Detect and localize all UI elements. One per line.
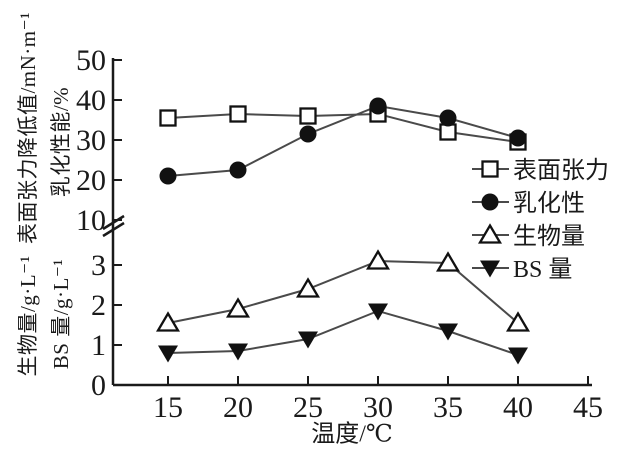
data-point-marker — [295, 277, 321, 298]
data-point-marker — [435, 251, 461, 272]
y-axis-label-bottom-outer: 生物量/g·L⁻¹ — [16, 255, 40, 377]
x-tick-label: 20 — [223, 391, 253, 424]
legend-marker-icon — [480, 260, 500, 278]
x-tick-label: 30 — [363, 391, 393, 424]
y-tick-label-top: 50 — [76, 44, 106, 77]
data-point-marker — [229, 161, 247, 179]
data-point-marker — [439, 109, 457, 127]
data-point-marker — [299, 125, 317, 143]
x-axis-label: 温度/℃ — [311, 421, 393, 448]
x-tick-label: 35 — [433, 391, 463, 424]
legend-marker-icon — [481, 193, 499, 211]
data-point-marker — [225, 297, 251, 318]
data-point-marker — [438, 323, 458, 341]
x-tick-label: 45 — [573, 391, 603, 424]
data-point-marker — [439, 123, 457, 141]
series-line — [167, 309, 519, 356]
data-point-marker — [159, 109, 177, 127]
y-axis-label-top-outer: 表面张力降低值/mN·m⁻¹ — [16, 11, 40, 245]
legend-marker-icon — [481, 160, 499, 178]
data-point-marker — [228, 343, 248, 361]
data-point-marker — [508, 347, 528, 365]
y-axis-label-top-inner: 乳化性能/% — [49, 86, 73, 198]
data-point-marker — [229, 105, 247, 123]
data-point-marker — [299, 107, 317, 125]
x-tick-label: 15 — [153, 391, 183, 424]
x-tick-label: 25 — [293, 391, 323, 424]
axis-break-icon — [102, 214, 125, 231]
y-axis-label-bottom-inner: BS 量/g·L⁻¹ — [49, 258, 73, 370]
data-point-marker — [365, 249, 391, 270]
legend-label: BS 量 — [513, 257, 572, 283]
legend-marker-icon — [477, 223, 503, 244]
y-tick-label-top: 10 — [76, 204, 106, 237]
y-tick-label-bottom: 3 — [91, 249, 106, 282]
axis-break-icon — [102, 221, 125, 238]
y-tick-label-bottom: 1 — [91, 329, 106, 362]
legend-label: 生物量 — [513, 223, 585, 250]
data-point-marker — [158, 345, 178, 363]
y-tick-label-bottom: 0 — [91, 369, 106, 402]
data-point-marker — [298, 331, 318, 349]
series-line — [167, 259, 519, 324]
series-line — [167, 104, 519, 177]
data-point-marker — [369, 97, 387, 115]
y-tick-label-top: 20 — [76, 164, 106, 197]
series-line — [167, 112, 519, 143]
legend-label: 表面张力 — [513, 157, 609, 184]
legend-label: 乳化性 — [513, 190, 585, 217]
y-tick-label-top: 40 — [76, 84, 106, 117]
data-point-marker — [155, 311, 181, 332]
data-point-marker — [159, 167, 177, 185]
y-tick-label-bottom: 2 — [91, 289, 106, 322]
data-point-marker — [509, 129, 527, 147]
x-tick-label: 40 — [503, 391, 533, 424]
data-point-marker — [368, 303, 388, 321]
data-point-marker — [505, 311, 531, 332]
y-tick-label-top: 30 — [76, 124, 106, 157]
